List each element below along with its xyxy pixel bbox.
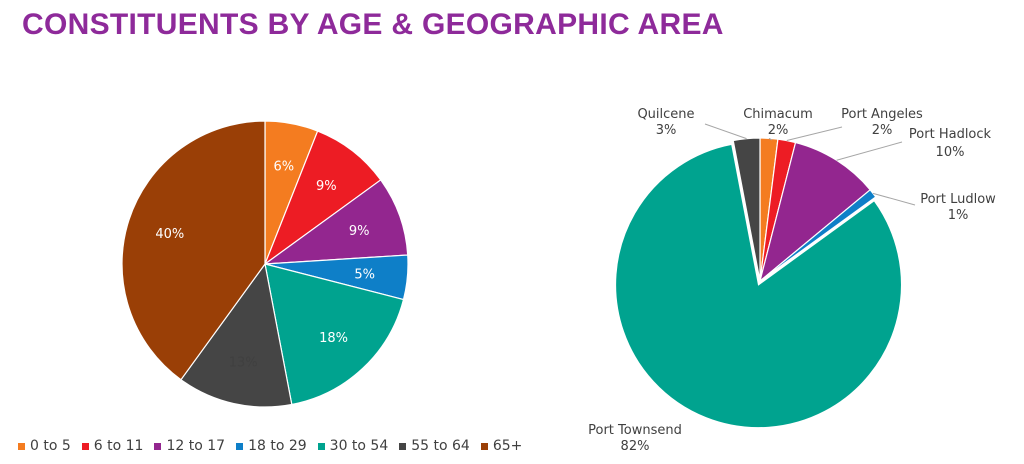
geo-label-chimacum: Chimacum <box>743 107 813 122</box>
age-label-55-to-64: 13% <box>229 356 258 371</box>
geo-leader-quilcene <box>704 123 747 140</box>
legend-swatch <box>399 442 407 450</box>
geo-slice-port-ludlow <box>759 189 877 282</box>
legend-swatch <box>18 442 25 450</box>
geo-value-port-hadlock: 10% <box>936 145 965 160</box>
age-label-65: 40% <box>155 227 184 242</box>
legend-item-12-to-17: 12 to 17 <box>154 438 225 454</box>
legend-swatch <box>480 442 488 450</box>
legend-swatch <box>154 442 162 450</box>
age-slice-65 <box>121 120 266 381</box>
legend-item-0-to-5: 0 to 5 <box>18 438 71 454</box>
geo-label-port-ludlow: Port Ludlow <box>920 192 996 207</box>
legend-label: 6 to 11 <box>93 438 144 454</box>
age-label-18-to-29: 5% <box>354 267 375 282</box>
legend-item-30-to-54: 30 to 54 <box>317 438 389 454</box>
geo-leader-port-hadlock <box>836 141 903 161</box>
geo-value-port-townsend: 82% <box>621 439 650 454</box>
geo-value-port-angeles: 2% <box>872 123 893 138</box>
legend-item-18-to-29: 18 to 29 <box>236 438 307 454</box>
age-slice-55-to-64 <box>180 262 293 408</box>
legend-item-6-to-11: 6 to 11 <box>81 438 144 454</box>
page-title: CONSTITUENTS BY AGE & GEOGRAPHIC AREA <box>22 8 724 41</box>
geo-label-port-townsend: Port Townsend <box>588 423 682 438</box>
age-label-12-to-17: 9% <box>349 224 370 239</box>
age-slice-30-to-54 <box>264 263 405 406</box>
geo-slice-port-townsend <box>614 143 903 429</box>
geo-value-port-ludlow: 1% <box>948 208 969 223</box>
age-label-0-to-5: 6% <box>273 160 294 175</box>
age-slice-6-to-11 <box>263 130 382 266</box>
legend-label: 65+ <box>492 438 523 454</box>
geo-leader-port-angeles <box>786 126 843 142</box>
legend-label: 18 to 29 <box>248 438 307 454</box>
geo-leader-port-ludlow <box>872 192 916 206</box>
age-label-30-to-54: 18% <box>319 331 348 346</box>
legend-swatch <box>81 442 89 450</box>
age-slice-12-to-17 <box>262 179 409 265</box>
legend-item-65: 65+ <box>480 438 523 454</box>
geo-label-quilcene: Quilcene <box>637 107 694 122</box>
geo-slice-port-hadlock <box>758 141 872 283</box>
legend-item-55-to-64: 55 to 64 <box>399 438 470 454</box>
legend-label: 12 to 17 <box>166 438 226 454</box>
age-legend: 0 to 5 6 to 11 12 to 17 18 to 29 30 to 54 55 … <box>18 438 533 454</box>
geo-value-chimacum: 2% <box>768 123 789 138</box>
legend-swatch <box>236 442 244 450</box>
legend-swatch <box>317 442 325 450</box>
geo-label-port-angeles: Port Angeles <box>841 107 923 122</box>
geo-leader-chimacum <box>768 137 773 141</box>
legend-label: 55 to 64 <box>411 438 470 454</box>
geo-label-port-hadlock: Port Hadlock <box>909 127 992 142</box>
legend-label: 0 to 5 <box>30 438 71 454</box>
legend-label: 30 to 54 <box>329 438 389 454</box>
geo-value-quilcene: 3% <box>656 123 677 138</box>
age-label-6-to-11: 9% <box>316 179 337 194</box>
